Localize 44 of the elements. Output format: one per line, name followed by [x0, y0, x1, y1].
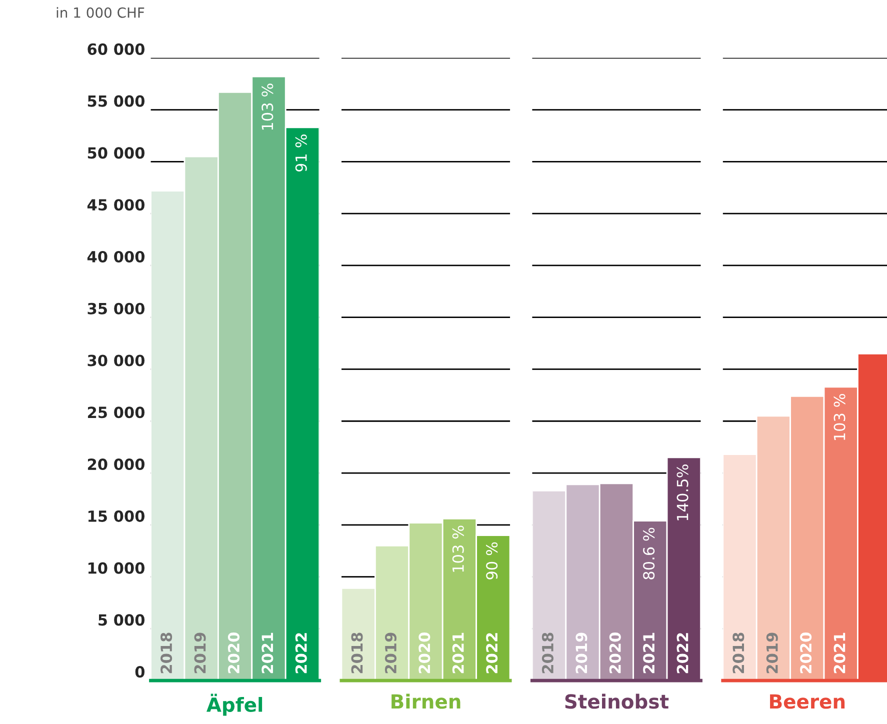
- y-tick-label: 30 000: [88, 354, 145, 366]
- y-tick-label: 0: [135, 666, 145, 678]
- x-tick-label: 2019: [576, 632, 588, 674]
- x-axis-title: Steinobst: [565, 694, 669, 709]
- x-tick-label: 2018: [732, 632, 744, 674]
- x-axis-title: Beeren: [770, 694, 845, 709]
- x-axis-title: Äpfel: [206, 694, 262, 716]
- x-tick-label: 2019: [384, 632, 396, 674]
- x-tick-label: 2021: [643, 632, 655, 674]
- y-tick-label: 60 000: [88, 43, 145, 55]
- x-tick-label: 2020: [800, 632, 812, 674]
- y-tick-label: 15 000: [88, 510, 145, 522]
- x-tick-label: 2020: [228, 632, 240, 674]
- y-axis-title: in 1 000 CHF: [56, 7, 144, 18]
- y-tick-label: 55 000: [88, 95, 145, 107]
- annotation: 140.5%: [676, 464, 688, 520]
- x-tick-label: 2018: [542, 632, 554, 674]
- y-tick-label: 25 000: [88, 406, 145, 418]
- x-tick-label: 2022: [676, 633, 688, 674]
- annotation: 103 %: [452, 526, 464, 572]
- x-tick-label: 2022: [295, 633, 307, 674]
- annotation: 103 %: [834, 394, 846, 440]
- x-tick-label: 2022: [486, 633, 498, 674]
- x-tick-label: 2019: [766, 632, 778, 674]
- x-tick-label: 2018: [351, 632, 363, 674]
- x-tick-label: 2019: [194, 632, 206, 674]
- x-tick-label: 2021: [834, 632, 846, 674]
- annotation: 90 %: [486, 542, 498, 580]
- annotation: 80.6 %: [643, 528, 655, 580]
- x-tick-label: 2020: [609, 632, 621, 674]
- x-tick-label: 2021: [262, 632, 274, 674]
- annotation: 91 %: [295, 134, 307, 172]
- y-tick-label: 50 000: [88, 147, 145, 159]
- x-tick-label: 2020: [418, 632, 430, 674]
- x-axis-title: Birnen: [392, 694, 460, 709]
- annotation: 103 %: [262, 84, 274, 130]
- x-tick-label: 2018: [160, 632, 172, 674]
- y-tick-label: 40 000: [87, 250, 145, 263]
- y-tick-label: 35 000: [88, 302, 145, 314]
- y-tick-label: 45 000: [87, 199, 145, 211]
- y-tick-label: 10 000: [88, 562, 145, 574]
- x-tick-label: 2021: [452, 632, 464, 674]
- y-tick-label: 5 000: [98, 614, 145, 626]
- y-tick-label: 20 000: [88, 458, 145, 470]
